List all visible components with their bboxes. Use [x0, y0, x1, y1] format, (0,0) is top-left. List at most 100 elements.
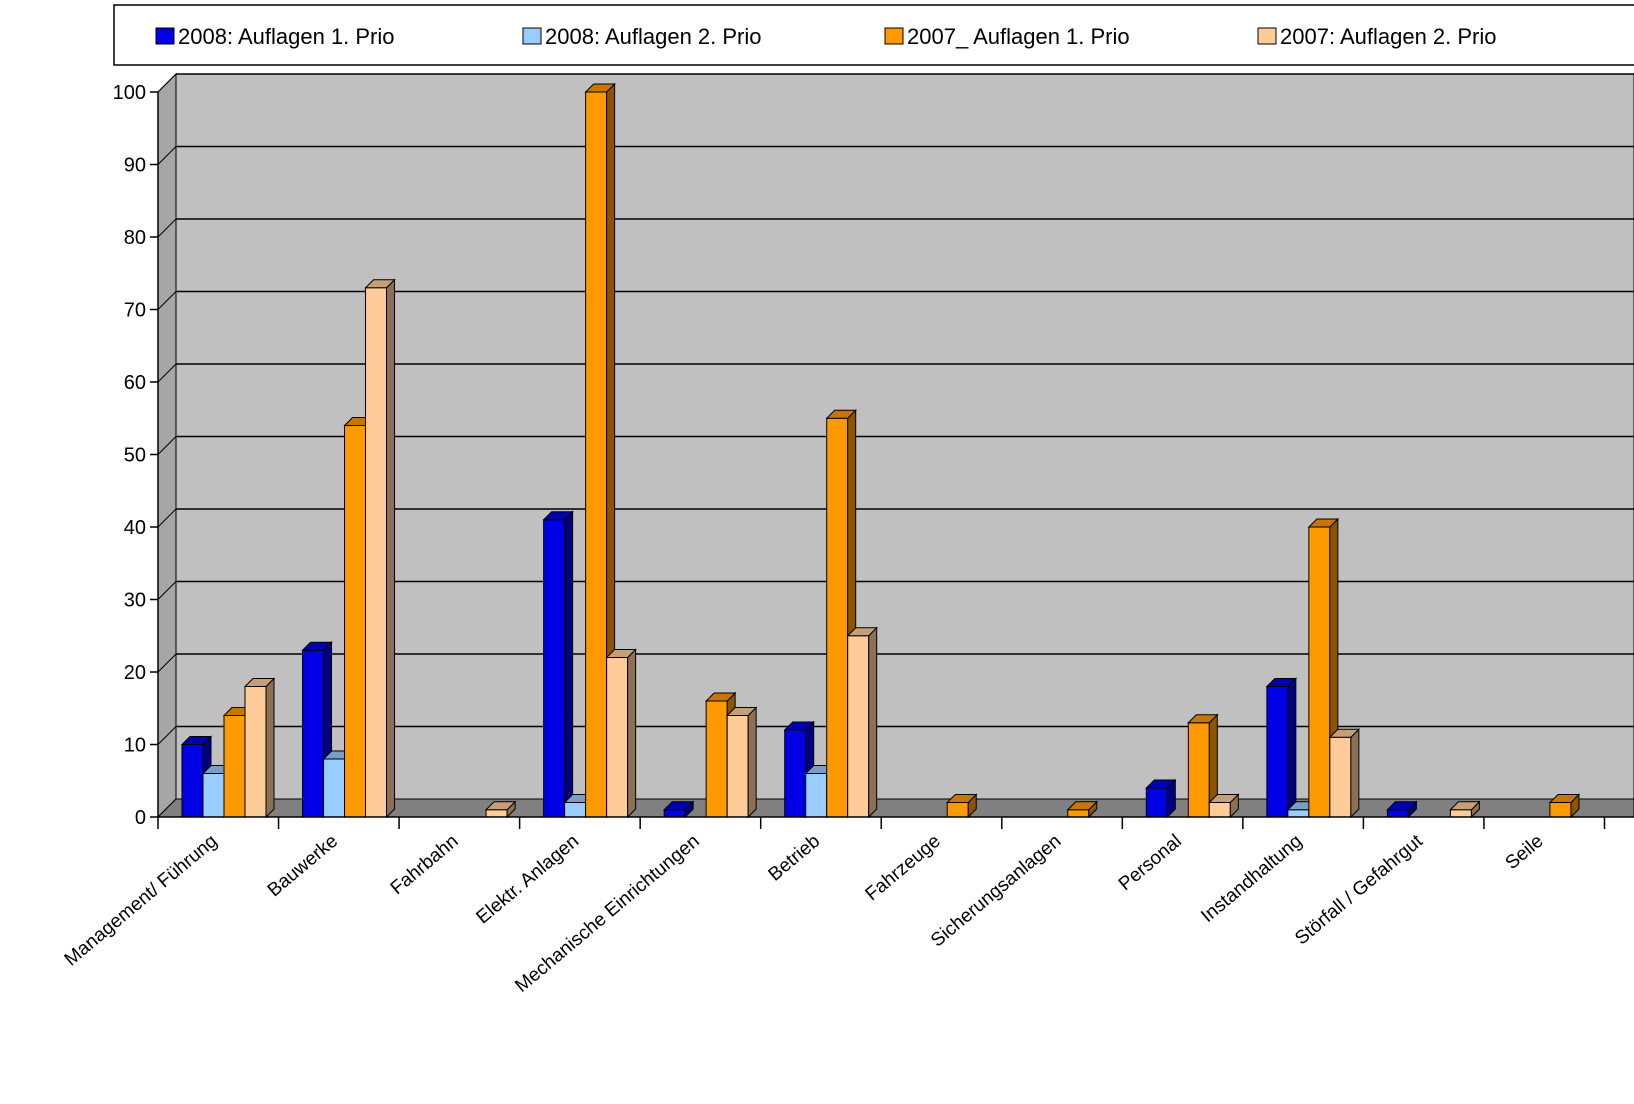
- bars: [180, 82, 1581, 819]
- bar-front: [1386, 809, 1409, 818]
- gridline-side: [157, 363, 177, 383]
- bar-front: [1266, 686, 1289, 818]
- bar-top: [605, 649, 637, 658]
- bar-side: [747, 706, 757, 819]
- x-category-label: Management/ Führung: [61, 831, 222, 971]
- bar: [584, 82, 616, 819]
- bar: [542, 510, 574, 819]
- bar-top: [1265, 678, 1298, 687]
- bar-front: [1329, 736, 1352, 818]
- gridline-side: [157, 218, 177, 238]
- bar-top: [484, 801, 517, 811]
- legend-label: 2007: Auflagen 2. Prio: [1280, 24, 1497, 49]
- bar-front: [585, 91, 608, 818]
- bar-top: [1548, 794, 1581, 803]
- bar-front: [826, 417, 849, 818]
- bar-side: [1287, 677, 1297, 819]
- legend-label: 2008: Auflagen 2. Prio: [545, 24, 762, 49]
- bar-top: [1307, 518, 1340, 528]
- bar-front: [1187, 722, 1210, 818]
- x-category-label: Personal: [1115, 831, 1186, 895]
- bar: [1066, 800, 1098, 819]
- bar: [1265, 677, 1298, 819]
- y-tick-label: 100: [113, 82, 146, 104]
- bar-top: [301, 641, 333, 651]
- bar-front: [1067, 809, 1090, 818]
- x-category-label: Bauwerke: [264, 831, 342, 901]
- bar-top: [1066, 801, 1098, 811]
- bar-front: [223, 715, 246, 818]
- bar: [1208, 793, 1240, 819]
- bar-top: [783, 721, 815, 731]
- bar-top: [1449, 801, 1481, 811]
- y-tick-label: 0: [135, 807, 146, 829]
- gridline-side: [157, 726, 177, 745]
- bar-front: [705, 700, 728, 818]
- bar-top: [542, 511, 574, 521]
- bar: [1548, 793, 1581, 819]
- bar-front: [543, 519, 566, 818]
- legend-label: 2008: Auflagen 1. Prio: [178, 24, 395, 49]
- x-category-label: Fahrzeuge: [862, 831, 945, 905]
- bar-front: [805, 773, 828, 818]
- bar-top: [725, 707, 758, 716]
- bar-top: [846, 627, 878, 637]
- bar-top: [825, 409, 857, 419]
- y-tick-label: 10: [124, 735, 146, 757]
- bar-front: [302, 649, 325, 818]
- bar: [243, 677, 276, 819]
- bar: [1449, 800, 1481, 819]
- bar-front: [1308, 526, 1331, 818]
- y-tick-label: 30: [124, 590, 146, 612]
- bar-top: [364, 279, 396, 289]
- x-category-label: Fahrbahn: [387, 831, 463, 899]
- bar-front: [847, 635, 870, 818]
- bar-front: [564, 802, 587, 818]
- bar: [301, 641, 333, 819]
- bar-side: [627, 648, 637, 819]
- bar-top: [1145, 779, 1177, 789]
- y-axis: 0 10 20 30 40 50 60 70 80 90 100: [113, 82, 159, 829]
- gridline-side: [157, 436, 177, 455]
- x-category-label: Elektr. Anlagen: [472, 831, 583, 929]
- y-tick-label: 70: [124, 300, 146, 322]
- legend-swatch: [522, 27, 542, 45]
- legend-label: 2007_ Auflagen 1. Prio: [907, 24, 1130, 49]
- gridline-side: [157, 653, 177, 673]
- x-category-label: Seile: [1502, 831, 1548, 874]
- y-tick-label: 80: [124, 227, 146, 249]
- bar-front: [663, 809, 686, 818]
- bar-top: [180, 736, 213, 745]
- gridline-side: [157, 146, 177, 165]
- legend-swatch: [155, 27, 175, 45]
- bar-front: [946, 802, 969, 818]
- y-tick-label: 60: [124, 372, 146, 394]
- bar: [725, 706, 758, 819]
- bar: [484, 800, 517, 819]
- bar-side: [265, 677, 275, 819]
- legend: 2008: Auflagen 1. Prio 2008: Auflagen 2. …: [113, 4, 1634, 66]
- bar: [946, 793, 978, 819]
- bar-front: [365, 287, 388, 818]
- bar-front: [244, 686, 267, 818]
- bar: [1187, 713, 1219, 819]
- bar-top: [243, 678, 276, 687]
- y-tick-label: 90: [124, 155, 146, 177]
- bar-front: [1549, 802, 1572, 818]
- legend-swatch: [884, 27, 904, 45]
- legend-box: [113, 4, 1634, 66]
- gridlines: [157, 73, 1634, 745]
- y-tick-label: 40: [124, 517, 146, 539]
- bar-side: [1350, 728, 1360, 819]
- bar: [1145, 778, 1177, 819]
- bar-front: [181, 744, 204, 818]
- gridline-side: [157, 508, 177, 528]
- bar-top: [662, 801, 695, 811]
- bar-front: [1145, 787, 1168, 818]
- bar: [364, 278, 396, 819]
- bar-top: [1187, 714, 1219, 724]
- bar-front: [784, 729, 807, 818]
- bar-front: [202, 773, 225, 818]
- bar: [846, 626, 878, 819]
- x-category-label: Sicherungsanlagen: [927, 831, 1065, 952]
